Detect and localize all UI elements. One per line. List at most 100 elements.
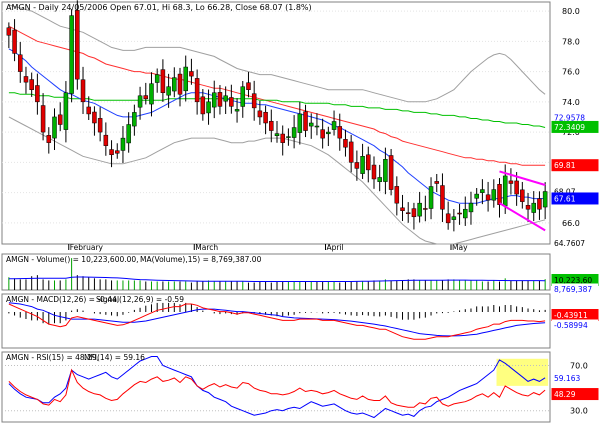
candle-body (348, 141, 354, 163)
macd-legend-signal: Signal(12,26,9) = -0.59 (96, 295, 184, 304)
candle-body (103, 134, 109, 146)
channel-line-0 (499, 170, 546, 186)
candle-body (474, 193, 479, 199)
candle-body (69, 15, 74, 94)
candle-body (394, 186, 400, 204)
candle-body (206, 101, 211, 114)
candle-body (109, 149, 114, 156)
candle-body (23, 76, 29, 83)
candle-body (46, 135, 52, 143)
candle-body (531, 202, 536, 213)
candle-body (194, 78, 200, 103)
candle-body (366, 154, 371, 171)
candle-body (115, 150, 120, 154)
price-value-tag-2: 69.81 (554, 161, 576, 170)
candle-body (217, 92, 223, 107)
candle-body (440, 185, 445, 210)
price-value-tag-3: 68.07 (554, 188, 576, 197)
candle-body (297, 113, 303, 133)
candle-body (497, 184, 502, 205)
macd-value-tag-1-box (552, 319, 598, 331)
candle-body (485, 194, 491, 201)
candle-body (223, 95, 228, 102)
candle-body (12, 29, 17, 54)
rsi-value-tag-0: 59.163 (554, 374, 580, 383)
macd-value-tag-0: -0.43911 (554, 311, 588, 320)
candle-body (40, 105, 46, 133)
volume-legend-ma: MA(Volume),15) = 8,769,387.00 (140, 255, 262, 264)
candle-body (63, 92, 69, 130)
candle-body (451, 216, 457, 220)
rsi-value-tag-1-box (551, 388, 599, 401)
mfi-line (8, 356, 546, 419)
candle-body (463, 208, 468, 219)
candle-body (343, 139, 348, 148)
price-value-tag-2-box (551, 159, 599, 172)
rsi-value-tag-1: 48.29 (554, 390, 576, 399)
candle-body (240, 86, 246, 107)
candle-body (508, 180, 514, 184)
price-line-3 (8, 92, 546, 128)
rsi-legend-mfi: MFI(14) = 59.16 (84, 353, 145, 362)
rsi-legend-rsi: AMGN - RSI(15) = 48.29, (6, 353, 99, 362)
volume-value-tag-1-box (552, 283, 598, 295)
volume-value-tag-1: 8,769,387 (554, 285, 592, 294)
price-line-0 (8, 4, 546, 103)
candle-body (388, 155, 394, 190)
candle-body (132, 112, 137, 127)
price-y-tick-label: 80.0 (562, 7, 580, 16)
candle-body (126, 124, 131, 144)
price-line-2 (8, 25, 546, 166)
candle-body (354, 162, 360, 169)
rsi-y-tick-label: 30.0 (570, 407, 588, 416)
candle-body (537, 198, 542, 210)
candle-body (308, 122, 314, 127)
candle-body (291, 127, 297, 138)
candle-body (480, 189, 485, 193)
candle-body (183, 66, 188, 92)
candle-body (400, 207, 405, 211)
candle-body (234, 109, 240, 112)
candle-body (86, 106, 91, 115)
candle-body (75, 10, 80, 80)
volume-value-tag-0: 10,223,60 (554, 276, 592, 285)
price-y-tick-label: 66.0 (562, 219, 580, 228)
macd-panel-frame (1, 293, 551, 349)
candle-body (280, 133, 285, 143)
candle-body (92, 111, 97, 124)
month-label: March (195, 243, 218, 252)
candle-body (246, 82, 251, 90)
candle-body (411, 208, 417, 218)
rsi-value-tag-0-box (552, 372, 598, 384)
candle-body (514, 180, 519, 195)
candle-body (326, 131, 331, 135)
candle-body (154, 74, 160, 83)
candle-body (405, 212, 411, 214)
candle-body (229, 97, 234, 107)
candle-body (6, 27, 12, 36)
price-value-tag-1-box (551, 120, 599, 133)
volume-panel-frame (1, 253, 551, 291)
volume-legend-volume: AMGN - Volume() = 10,223,600.00, (6, 255, 139, 264)
candle-body (274, 133, 280, 136)
candle-body (57, 114, 63, 125)
candle-body (525, 205, 531, 210)
volume-ma-line (8, 276, 546, 282)
candle-body (445, 213, 451, 224)
candle-body (137, 95, 143, 108)
candle-body (377, 177, 382, 182)
price-value-tag-1: 72.3409 (554, 123, 585, 132)
candle-body (502, 175, 508, 207)
candle-body (320, 129, 325, 139)
price-panel-frame (1, 1, 551, 245)
candle-body (166, 86, 171, 96)
price-value-tag-0: 72.9578 (554, 114, 585, 123)
month-label: April (326, 243, 343, 252)
macd-signal-line (8, 302, 546, 337)
candle-body (257, 110, 263, 118)
price-y-tick-label: 78.0 (562, 37, 580, 46)
candle-body (417, 202, 422, 217)
candle-body (160, 69, 166, 93)
candle-body (360, 156, 365, 174)
